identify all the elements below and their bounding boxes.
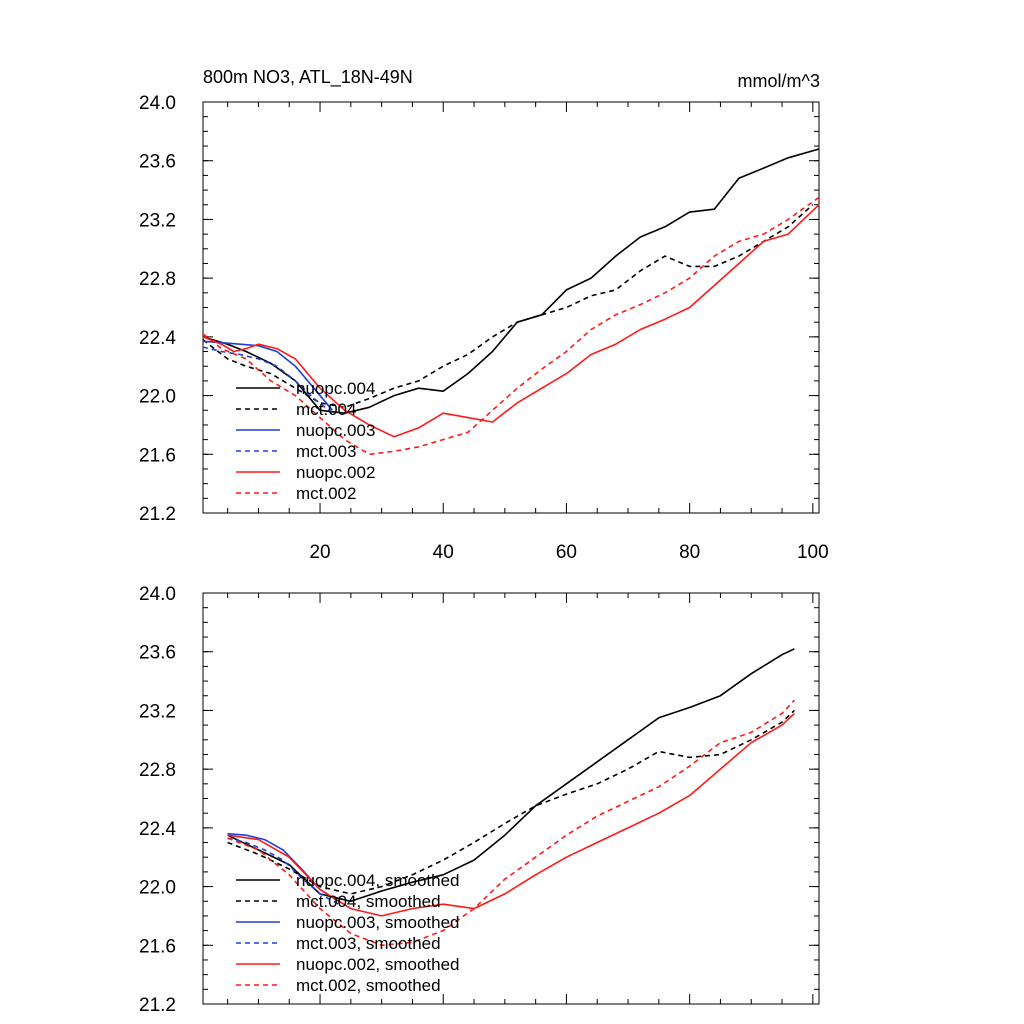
legend: nuopc.004, smoothed mct.004, smoothed nuop… (236, 871, 460, 995)
y-tick-label: 21.6 (139, 936, 176, 957)
legend: nuopc.004 mct.004 nuopc.003 mct.003 nuopc.00… (236, 379, 375, 503)
legend-label: nuopc.004, smoothed (296, 871, 460, 890)
axis-ticks (203, 592, 819, 1005)
series-lines (227, 648, 795, 947)
axis-ticks (203, 101, 819, 514)
legend-label: nuopc.003, smoothed (296, 913, 460, 932)
series-line (227, 648, 795, 903)
y-tick-label: 24.0 (139, 584, 176, 605)
y-tick-label: 21.2 (139, 504, 176, 525)
legend-label: mct.002 (296, 484, 356, 503)
series-line (227, 712, 795, 917)
legend-label: nuopc.002 (296, 463, 375, 482)
y-tick-label: 23.6 (139, 152, 176, 173)
series-line (202, 204, 820, 438)
legend-label: mct.003 (296, 442, 356, 461)
x-tick-label: 100 (797, 542, 829, 563)
y-tick-label: 24.0 (139, 93, 176, 114)
y-tick-label: 21.2 (139, 995, 176, 1016)
y-axis-tick-labels: 21.2 21.6 22.0 22.4 22.8 23.2 23.6 24.0 (139, 93, 176, 525)
y-tick-label: 22.4 (139, 328, 176, 349)
units-label: mmol/m^3 (738, 71, 820, 91)
series-line (202, 340, 334, 411)
y-tick-label: 22.0 (139, 387, 176, 408)
series-line (202, 204, 814, 409)
top-chart-panel: 800m NO3, ATL_18N-49N mmol/m^3 21.221.62… (139, 67, 829, 563)
y-tick-label: 23.2 (139, 701, 176, 722)
legend-label: mct.003, smoothed (296, 934, 441, 953)
chart-title: 800m NO3, ATL_18N-49N (203, 67, 413, 88)
bottom-chart-panel: 21.2 21.6 22.0 22.4 22.8 23.2 23.6 24.0 nuopc.0… (139, 584, 820, 1016)
y-tick-label: 22.4 (139, 819, 176, 840)
series-line (227, 709, 795, 895)
legend-label: mct.004, smoothed (296, 892, 441, 911)
series-line (227, 837, 339, 905)
legend-label: nuopc.003 (296, 421, 375, 440)
y-tick-label: 21.6 (139, 445, 176, 466)
series-line (202, 148, 820, 415)
legend-label: mct.004 (296, 400, 356, 419)
y-tick-label: 23.6 (139, 643, 176, 664)
x-tick-label: 80 (679, 542, 700, 563)
series-line (202, 346, 333, 414)
x-tick-label: 40 (433, 542, 454, 563)
legend-label: nuopc.004 (296, 379, 375, 398)
y-tick-label: 22.8 (139, 760, 176, 781)
y-axis-tick-labels: 21.2 21.6 22.0 22.4 22.8 23.2 23.6 24.0 (139, 584, 176, 1016)
x-tick-label: 60 (556, 542, 577, 563)
x-axis-tick-labels: 20 40 60 80 100 (309, 542, 828, 563)
y-tick-label: 23.2 (139, 210, 176, 231)
series-line (227, 699, 795, 947)
legend-label: nuopc.002, smoothed (296, 955, 460, 974)
y-tick-label: 22.8 (139, 269, 176, 290)
series-lines (202, 148, 820, 456)
y-tick-label: 22.0 (139, 878, 176, 899)
series-line (202, 196, 820, 456)
legend-label: mct.002, smoothed (296, 976, 441, 995)
x-tick-label: 20 (309, 542, 330, 563)
